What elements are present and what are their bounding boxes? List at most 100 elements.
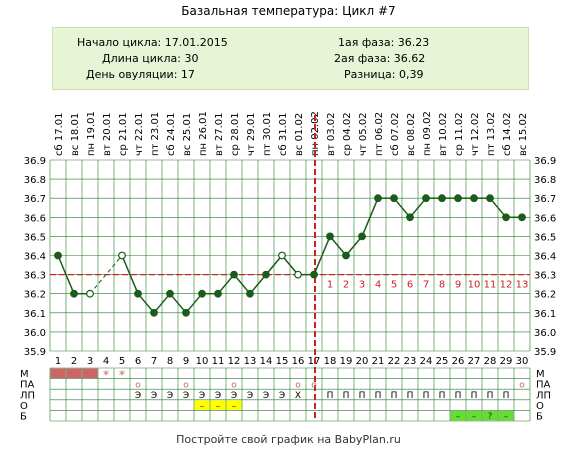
temp-point (502, 213, 510, 222)
date-label: пн 09.02 (422, 111, 433, 156)
date-label: сб 07.02 (390, 113, 401, 156)
lp-mark: П (391, 391, 398, 401)
y-tick-right: 36.3 (534, 271, 556, 282)
row-label-left: ПА (20, 380, 35, 391)
temp-point (198, 289, 206, 298)
lp-mark: П (487, 391, 494, 401)
lp-mark: Э (151, 391, 157, 401)
day-number: 22 (388, 356, 401, 367)
temp-segment (169, 293, 187, 314)
day-number: 11 (212, 356, 225, 367)
chart-title: Базальная температура: Цикл #7 (181, 4, 396, 18)
y-tick-right: 36.9 (534, 156, 556, 167)
date-label: вт 20.01 (102, 112, 113, 156)
menses-cell (66, 368, 82, 379)
row-label-right: ЛП (536, 390, 551, 401)
lp-mark: П (503, 391, 510, 401)
date-label: ср 28.01 (230, 112, 241, 156)
pa-mark: о (295, 380, 301, 390)
o-cell (210, 400, 226, 410)
temp-segment (361, 197, 379, 237)
lp-mark: П (343, 391, 350, 401)
y-tick-left: 36.3 (24, 271, 46, 282)
temp-point (406, 213, 414, 222)
day-number: 3 (87, 356, 93, 367)
date-label: сб 31.01 (278, 113, 289, 156)
lp-mark: П (423, 391, 430, 401)
row-label-left: Б (20, 412, 27, 423)
date-label: чт 22.01 (134, 112, 145, 156)
day-number: 4 (103, 356, 109, 367)
date-label: вс 18.01 (70, 113, 81, 156)
lp-mark: Э (199, 391, 205, 401)
lp-mark: П (439, 391, 446, 401)
lp-mark: П (407, 391, 414, 401)
lp-mark: Э (183, 391, 189, 401)
temp-point (518, 213, 526, 222)
temp-point-open (86, 289, 94, 298)
y-tick-right: 36.8 (534, 175, 556, 186)
temp-point (390, 194, 398, 203)
temp-segment (409, 197, 427, 218)
difference-text: Разница: 0,39 (344, 68, 424, 81)
day-number: 25 (436, 356, 449, 367)
b-mark: ? (488, 412, 493, 422)
day-number: 15 (276, 356, 289, 367)
day-number: 5 (119, 356, 125, 367)
date-label: пн 19.01 (86, 111, 97, 156)
phase2-counter: 8 (439, 280, 445, 291)
pa-mark: о (519, 380, 525, 390)
phase2-counter: 6 (407, 280, 413, 291)
row-label-left: ЛП (20, 390, 35, 401)
day-number: 29 (500, 356, 513, 367)
temp-segment (489, 197, 507, 218)
y-tick-left: 36.0 (24, 328, 46, 339)
date-label: вт 03.02 (326, 112, 337, 156)
temp-point (166, 289, 174, 298)
temp-point (54, 251, 62, 260)
temp-point (134, 289, 142, 298)
lp-mark: Э (231, 391, 237, 401)
temp-point (262, 270, 270, 279)
lp-mark: Э (279, 391, 285, 401)
phase1-text: 1ая фаза: 36.23 (338, 36, 430, 49)
row-label-left: О (20, 401, 28, 412)
temp-segment (185, 293, 203, 314)
day-number: 6 (135, 356, 141, 367)
o-cell (194, 400, 210, 410)
y-tick-right: 36.1 (534, 309, 556, 320)
menses-star: * (119, 368, 125, 382)
cycle-length-text: Длина цикла: 30 (102, 52, 199, 65)
y-tick-right: 35.9 (534, 347, 556, 358)
y-tick-right: 36.0 (534, 328, 556, 339)
date-label: сб 24.01 (166, 113, 177, 156)
date-label: пт 13.02 (486, 112, 497, 156)
temp-segment (137, 293, 155, 314)
row-label-right: ПА (536, 380, 551, 391)
day-number: 27 (468, 356, 481, 367)
y-tick-right: 36.6 (534, 213, 556, 224)
day-number: 8 (167, 356, 173, 367)
y-tick-right: 36.7 (534, 194, 556, 205)
day-number: 9 (183, 356, 189, 367)
phase2-counter: 13 (516, 280, 529, 291)
y-tick-left: 36.2 (24, 290, 46, 301)
footer-link-text[interactable]: Постройте свой график на BabyPlan.ru (176, 433, 401, 446)
day-number: 19 (340, 356, 353, 367)
temp-segment (153, 293, 171, 314)
temp-point (310, 270, 318, 279)
temp-point (230, 270, 238, 279)
day-number: 2 (71, 356, 77, 367)
temp-segment (121, 255, 139, 294)
y-tick-left: 36.9 (24, 156, 46, 167)
date-label: ср 11.02 (454, 112, 465, 156)
temp-point (182, 308, 190, 317)
lp-mark: П (327, 391, 334, 401)
date-label: вс 01.02 (294, 113, 305, 156)
day-number: 1 (55, 356, 61, 367)
date-label: чт 12.02 (470, 112, 481, 156)
date-label: пт 06.02 (374, 112, 385, 156)
o-mark: – (200, 402, 205, 412)
temp-point (422, 194, 430, 203)
lp-mark: Э (167, 391, 173, 401)
